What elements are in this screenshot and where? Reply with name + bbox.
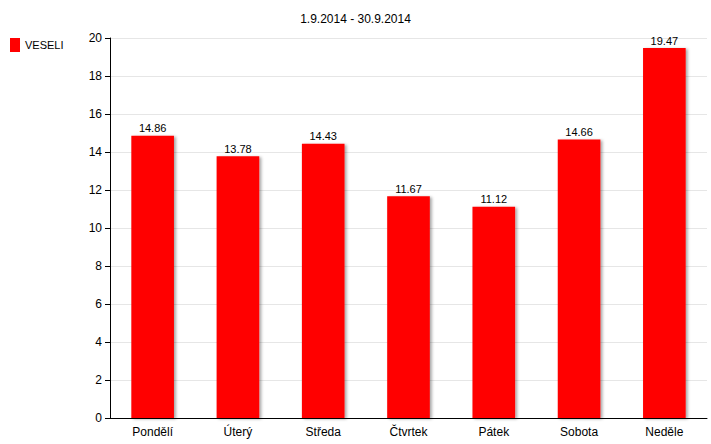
svg-text:1.9.2014 - 30.9.2014: 1.9.2014 - 30.9.2014	[300, 12, 411, 26]
svg-text:8: 8	[95, 259, 102, 273]
svg-text:Čtvrtek: Čtvrtek	[389, 424, 428, 439]
svg-text:10: 10	[89, 221, 103, 235]
svg-text:18: 18	[89, 69, 103, 83]
svg-text:13.78: 13.78	[224, 143, 252, 155]
svg-text:Středa: Středa	[306, 425, 342, 439]
svg-text:14: 14	[89, 145, 103, 159]
svg-text:11.67: 11.67	[395, 183, 422, 195]
svg-text:11.12: 11.12	[480, 193, 507, 205]
svg-text:16: 16	[89, 107, 103, 121]
svg-text:Pátek: Pátek	[478, 425, 510, 439]
svg-text:14.66: 14.66	[565, 126, 593, 138]
svg-text:2: 2	[95, 373, 102, 387]
svg-text:Sobota: Sobota	[560, 425, 598, 439]
svg-text:4: 4	[95, 335, 102, 349]
svg-text:14.86: 14.86	[139, 122, 167, 134]
svg-text:Úterý: Úterý	[224, 424, 253, 439]
svg-text:19.47: 19.47	[651, 35, 679, 47]
svg-text:VESELI: VESELI	[25, 39, 64, 51]
svg-text:20: 20	[89, 31, 103, 45]
svg-text:12: 12	[89, 183, 103, 197]
svg-text:14.43: 14.43	[309, 130, 337, 142]
svg-text:Neděle: Neděle	[645, 425, 683, 439]
svg-text:Pondělí: Pondělí	[132, 425, 173, 439]
svg-text:0: 0	[95, 411, 102, 425]
svg-text:6: 6	[95, 297, 102, 311]
